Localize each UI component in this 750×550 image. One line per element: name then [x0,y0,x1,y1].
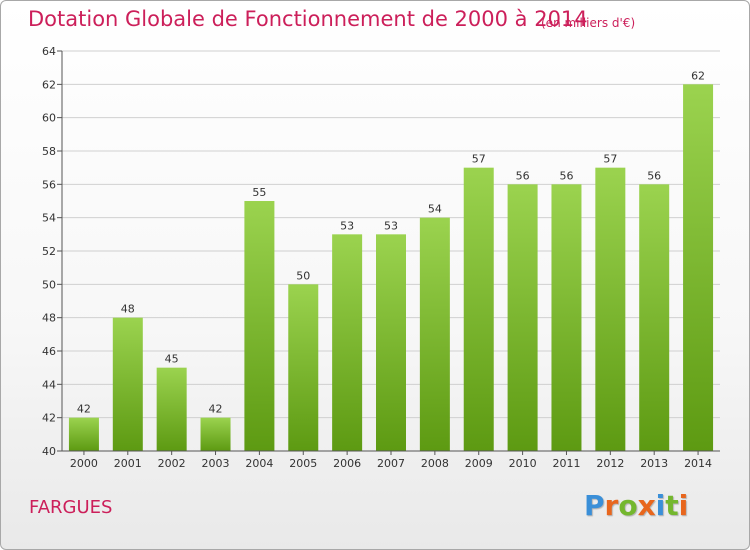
data-label: 57 [472,153,486,166]
y-tick-label: 62 [42,78,56,91]
data-label: 54 [428,203,442,216]
data-label: 62 [691,69,705,82]
data-label: 57 [603,153,617,166]
y-tick-label: 52 [42,245,56,258]
bar [419,217,450,451]
y-tick-label: 54 [42,212,56,225]
x-tick-label: 2009 [465,457,493,470]
data-label: 53 [384,219,398,232]
bar [463,167,494,451]
data-label: 56 [647,169,661,182]
x-tick-label: 2012 [596,457,624,470]
data-label: 53 [340,219,354,232]
bar [288,284,319,451]
y-tick-label: 58 [42,145,56,158]
logo-letter: i [655,489,666,522]
logo-letter: x [637,489,656,522]
logo-letter: i [678,489,689,522]
y-axis: 40 42 44 46 48 50 52 54 56 58 60 62 64 [42,45,63,458]
logo-letter: P [584,489,605,522]
x-tick-label: 2008 [421,457,449,470]
bar [595,167,626,451]
proxiti-logo[interactable]: Proxiti [584,489,688,522]
x-tick-label: 2010 [509,457,537,470]
x-tick-label: 2000 [70,457,98,470]
bar [332,234,363,451]
y-tick-label: 44 [42,378,56,391]
x-tick-label: 2014 [684,457,712,470]
x-tick-label: 2011 [552,457,580,470]
x-tick-label: 2003 [202,457,230,470]
x-tick-label: 2001 [114,457,142,470]
bar [112,317,143,451]
y-tick-label: 60 [42,112,56,125]
x-tick-label: 2007 [377,457,405,470]
x-tick-label: 2006 [333,457,361,470]
logo-letter: t [665,489,679,522]
x-tick-label: 2005 [289,457,317,470]
x-tick-label: 2013 [640,457,668,470]
bar [507,184,538,452]
bar [683,84,714,451]
logo-letter: r [604,489,619,522]
chart-title: Dotation Globale de Fonctionnement de 20… [28,7,588,31]
data-label: 56 [516,169,530,182]
data-label: 50 [296,269,310,282]
y-tick-label: 42 [42,412,56,425]
data-label: 48 [121,303,135,316]
logo-letter: o [618,489,638,522]
bar [68,417,99,451]
bar [244,201,275,451]
y-tick-label: 50 [42,278,56,291]
bar [639,184,670,452]
bar [376,234,406,451]
x-tick-label: 2004 [245,457,273,470]
data-label: 56 [559,169,573,182]
y-tick-label: 40 [42,445,56,458]
x-axis: 2000 2001 2002 2003 2004 2005 2006 2007 2008 2009… [62,450,720,470]
x-tick-label: 2002 [158,457,186,470]
bar [200,417,231,451]
y-tick-label: 64 [42,45,56,58]
chart-subtitle: (en milliers d'€) [541,16,636,30]
y-tick-label: 56 [42,178,56,191]
data-label: 45 [165,353,179,366]
data-label: 42 [209,403,223,416]
data-label: 42 [77,403,91,416]
bar [156,367,187,451]
bars: 42 48 45 42 55 50 53 53 54 57 56 56 57 56 62 [68,69,714,452]
y-tick-label: 46 [42,345,56,358]
y-tick-label: 48 [42,312,56,325]
bar [551,184,582,452]
commune-name: FARGUES [29,497,113,518]
data-label: 55 [252,186,266,199]
